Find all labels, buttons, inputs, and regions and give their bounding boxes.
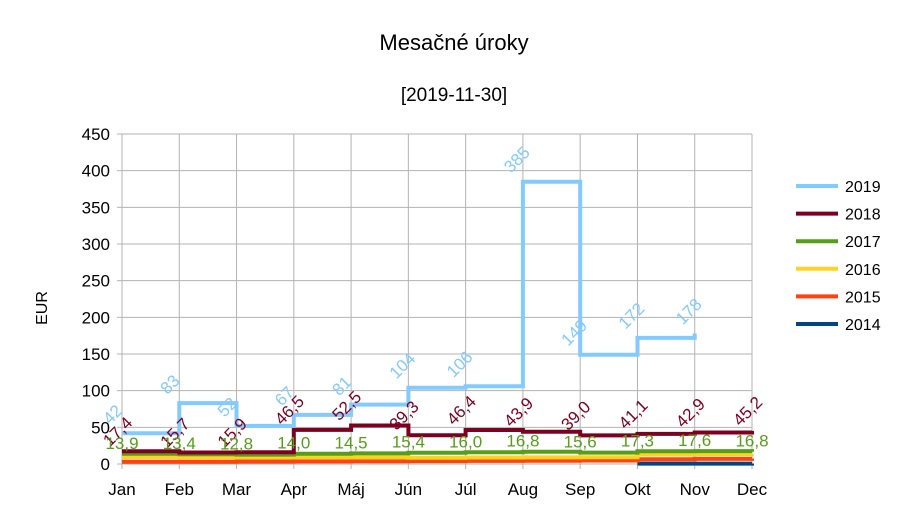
chart-subtitle: [2019-11-30]: [401, 85, 507, 106]
data-label-2017: 14,0: [277, 434, 310, 453]
data-label-2017: 16,0: [449, 432, 482, 451]
data-label-2017: 16,8: [735, 432, 768, 451]
y-tick-label: 450: [82, 125, 110, 144]
data-label-2017: 12,8: [220, 435, 253, 454]
x-tick-label: Nov: [680, 480, 711, 499]
x-tick-label: Júl: [455, 480, 477, 499]
series-line-2015: [122, 456, 754, 464]
y-tick-label: 0: [101, 455, 110, 474]
series-lines: [122, 179, 754, 466]
series-line-2019: [122, 179, 697, 436]
x-tick-label: Okt: [624, 480, 651, 499]
y-tick-label: 300: [82, 235, 110, 254]
legend-label-2019: 2019: [845, 179, 881, 196]
y-tick-label: 400: [82, 162, 110, 181]
x-tick-label: Máj: [337, 480, 364, 499]
data-label-2019: 106: [443, 348, 476, 381]
data-label-2017: 17,6: [678, 431, 711, 450]
data-label-2017: 15,6: [564, 433, 597, 452]
x-tick-label: Jún: [395, 480, 422, 499]
x-tick-label: Feb: [165, 480, 194, 499]
data-label-2019: 385: [500, 143, 533, 176]
x-tick-label: Mar: [222, 480, 252, 499]
data-label-2018: 46,4: [443, 392, 480, 429]
data-label-2017: 15,4: [392, 433, 425, 452]
data-label-2019: 172: [615, 299, 648, 332]
y-tick-label: 200: [82, 308, 110, 327]
x-tick-label: Aug: [508, 480, 538, 499]
data-label-2017: 17,3: [621, 431, 654, 450]
y-tick-label: 250: [82, 272, 110, 291]
data-label-2019: 149: [558, 316, 591, 349]
gridlines: [117, 133, 753, 469]
legend-label-2016: 2016: [845, 262, 881, 279]
data-label-2019: 178: [672, 295, 705, 328]
legend: 2019 2018 2017 2016 2015 2014: [796, 179, 881, 334]
chart-title: Mesačné úroky: [379, 30, 528, 55]
y-tick-label: 100: [82, 382, 110, 401]
data-label-2017: 14,5: [335, 433, 368, 452]
series-line-2018: [122, 423, 754, 455]
axis-ticks: 0 50 100 150 200 250 300 350 400 450 Jan Feb Mar Apr M…: [82, 125, 768, 499]
legend-label-2014: 2014: [845, 317, 881, 334]
y-tick-label: 350: [82, 198, 110, 217]
data-label-2018: 43,9: [500, 394, 537, 431]
x-tick-label: Apr: [281, 480, 308, 499]
x-tick-label: Dec: [737, 480, 768, 499]
data-label-2018: 45,2: [729, 393, 766, 430]
y-tick-label: 50: [91, 418, 110, 437]
series-line-2016: [122, 452, 754, 460]
data-label-2018: 52,5: [328, 387, 365, 424]
legend-label-2015: 2015: [845, 289, 881, 306]
data-label-2017: 16,8: [506, 432, 539, 451]
legend-label-2017: 2017: [845, 234, 881, 251]
data-label-2017: 13,9: [105, 434, 138, 453]
x-tick-label: Sep: [565, 480, 595, 499]
data-label-2018: 39,0: [558, 397, 595, 434]
y-axis-label: EUR: [34, 291, 51, 325]
x-tick-label: Jan: [108, 480, 135, 499]
data-label-2018: 42,9: [672, 395, 709, 432]
legend-label-2018: 2018: [845, 207, 881, 224]
data-label-2017: 13,4: [163, 434, 196, 453]
y-tick-label: 150: [82, 345, 110, 364]
